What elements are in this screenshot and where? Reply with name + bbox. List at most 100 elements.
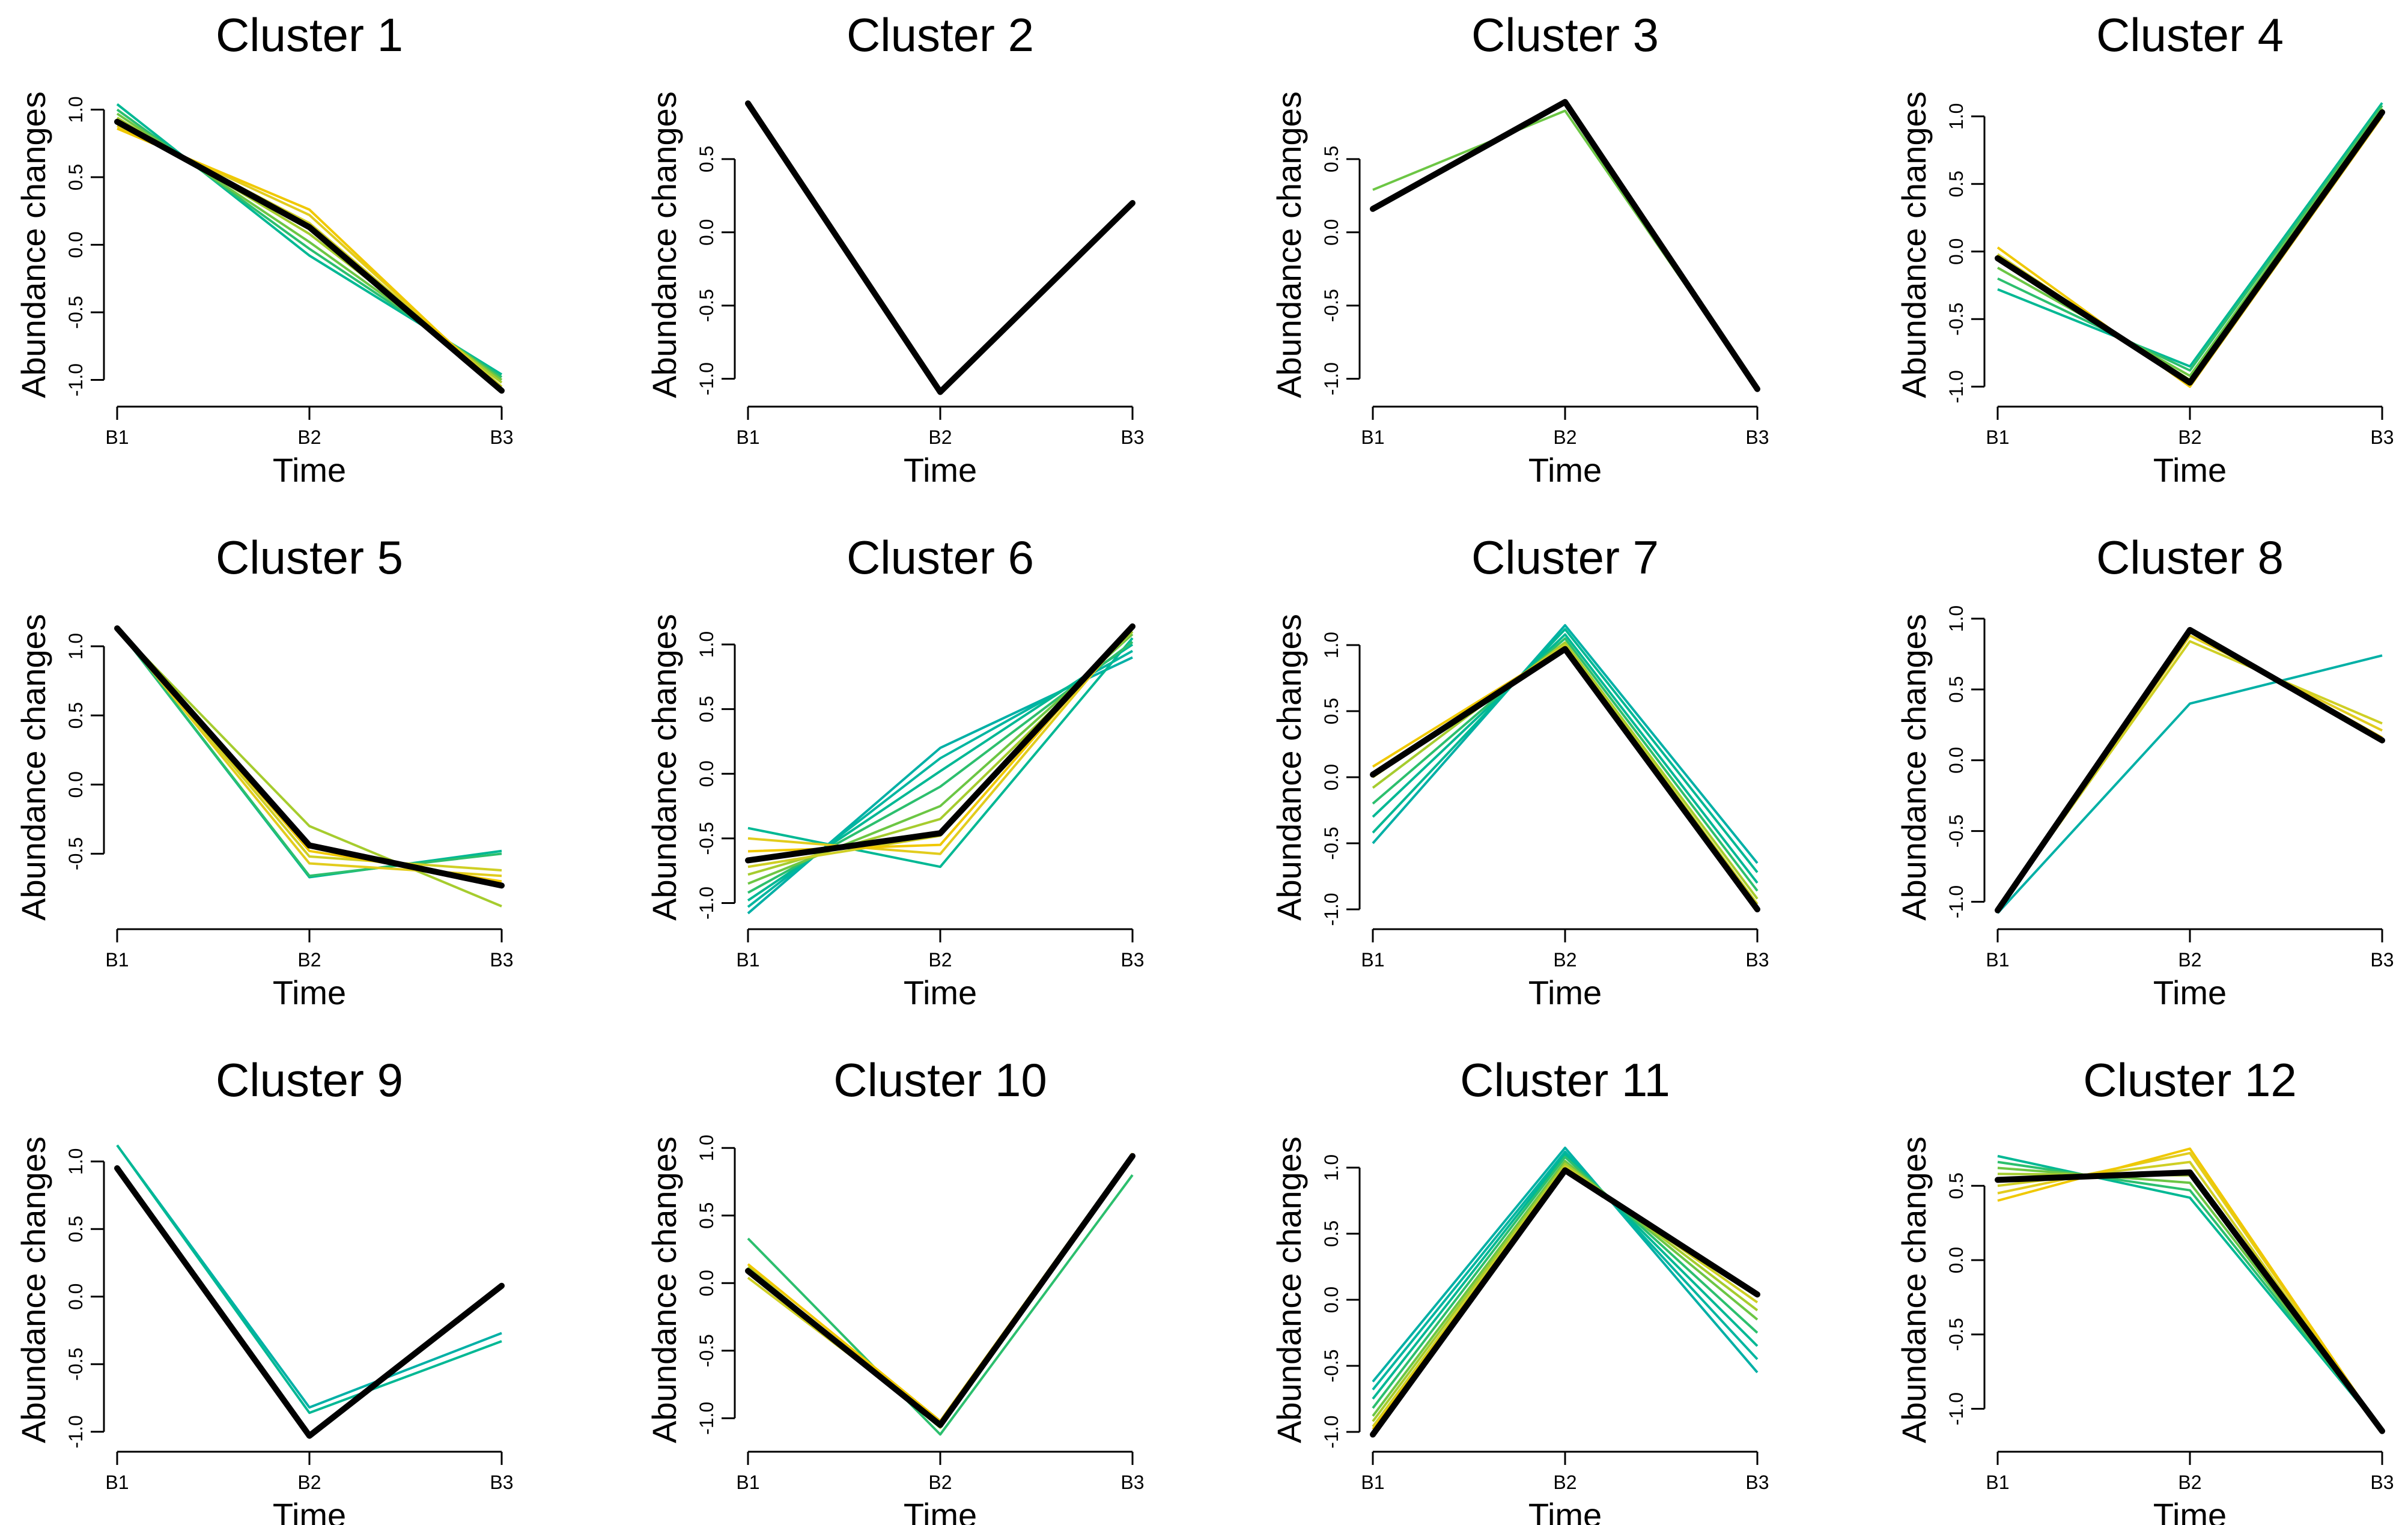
- panel-title: Cluster 12: [2083, 1054, 2297, 1106]
- x-tick-label: B2: [1553, 949, 1576, 971]
- y-tick-label: 0.5: [65, 164, 87, 190]
- y-tick-label: 0.5: [1321, 146, 1342, 172]
- y-axis-label: Abundance changes: [1895, 91, 1933, 398]
- x-tick-label: B2: [2178, 1472, 2201, 1493]
- x-tick-label: B2: [1553, 426, 1576, 448]
- x-tick-label: B3: [1120, 949, 1144, 971]
- x-tick-label: B1: [1361, 426, 1384, 448]
- y-tick-label: -1.0: [1945, 1392, 1967, 1425]
- member-series-line: [1372, 1165, 1759, 1428]
- member-series-line: [1372, 637, 1759, 892]
- panel-title: Cluster 4: [2096, 8, 2284, 61]
- cluster-panel-9: Cluster 9 -1.0 -0.5 0.0 0.5 1.0 Abundance chan…: [14, 1054, 514, 1525]
- member-series-line: [747, 637, 1134, 869]
- y-tick-label: -1.0: [1945, 885, 1967, 918]
- y-tick-label: -0.5: [65, 837, 87, 870]
- y-axis-label: Abundance changes: [14, 91, 52, 398]
- y-tick-label: -1.0: [65, 363, 87, 396]
- member-series-line: [116, 1144, 502, 1409]
- y-tick-label: 1.0: [1321, 1154, 1342, 1181]
- y-axis-label: Abundance changes: [1895, 614, 1933, 921]
- member-series-line: [747, 103, 1134, 393]
- y-tick-label: 0.0: [65, 1284, 87, 1310]
- member-series-line: [116, 627, 502, 878]
- member-series-line: [1372, 1160, 1759, 1417]
- x-tick-label: B2: [1553, 1472, 1576, 1493]
- y-tick-label: 0.0: [1321, 219, 1342, 246]
- x-axis-label: Time: [273, 1496, 346, 1525]
- y-axis-label: Abundance changes: [1895, 1136, 1933, 1443]
- panel-title: Cluster 7: [1471, 531, 1659, 584]
- x-tick-label: B2: [297, 426, 321, 448]
- y-axis-label: Abundance changes: [1270, 614, 1308, 921]
- y-tick-label: -1.0: [65, 1415, 87, 1448]
- member-series-line: [1997, 1154, 2383, 1432]
- member-series-line: [1996, 113, 2383, 386]
- y-tick-label: -1.0: [1945, 370, 1967, 403]
- member-series-line: [1996, 110, 2383, 381]
- panel-title: Cluster 11: [1460, 1054, 1670, 1106]
- centroid-line: [1995, 1169, 2385, 1434]
- x-tick-label: B3: [1745, 426, 1769, 448]
- x-axis-label: Time: [1528, 974, 1602, 1011]
- centroid-line: [1995, 626, 2385, 914]
- x-tick-label: B2: [2178, 949, 2201, 971]
- member-series-line: [1996, 115, 2383, 388]
- panel-title: Cluster 5: [216, 531, 403, 584]
- member-series-line: [116, 1144, 502, 1414]
- x-tick-label: B2: [297, 1472, 321, 1493]
- member-series-line: [1372, 624, 1759, 864]
- member-series-line: [1372, 1153, 1759, 1400]
- y-tick-label: 0.5: [696, 696, 717, 722]
- cluster-panel-10: Cluster 10 -1.0 -0.5 0.0 0.5 1.0 Abundance cha…: [645, 1054, 1145, 1525]
- y-tick-label: -0.5: [1945, 303, 1967, 336]
- x-tick-label: B3: [1745, 949, 1769, 971]
- y-axis-label: Abundance changes: [645, 91, 683, 398]
- x-tick-label: B1: [1361, 1472, 1384, 1493]
- centroid-line: [114, 625, 505, 889]
- y-axis-label: Abundance changes: [1270, 1136, 1308, 1443]
- y-tick-label: 0.5: [696, 146, 717, 172]
- panel-title: Cluster 6: [847, 531, 1034, 584]
- y-tick-label: 0.0: [65, 771, 87, 798]
- x-axis-label: Time: [273, 451, 346, 489]
- y-tick-label: -1.0: [1321, 893, 1342, 926]
- member-series-line: [116, 627, 502, 872]
- y-tick-label: -1.0: [696, 362, 717, 395]
- cluster-panel-2: Cluster 2 -1.0 -0.5 0.0 0.5 Abundance changes…: [645, 8, 1145, 489]
- x-tick-label: B1: [1986, 426, 2009, 448]
- centroid-line: [114, 1165, 505, 1439]
- y-tick-label: 0.5: [1321, 698, 1342, 724]
- x-axis-label: Time: [904, 451, 977, 489]
- y-tick-label: 1.0: [1945, 605, 1967, 632]
- member-series-line: [1372, 1150, 1759, 1390]
- member-series-line: [1997, 102, 2383, 368]
- cluster-panel-3: Cluster 3 -1.0 -0.5 0.0 0.5 Abundance changes…: [1270, 8, 1769, 489]
- x-tick-label: B1: [105, 949, 129, 971]
- y-tick-label: 0.0: [696, 760, 717, 787]
- y-axis-label: Abundance changes: [14, 1136, 52, 1443]
- member-series-line: [1996, 654, 2383, 914]
- y-tick-label: 0.5: [65, 1216, 87, 1242]
- y-tick-label: 1.0: [1945, 103, 1967, 130]
- member-series-line: [1997, 1172, 2383, 1432]
- y-tick-label: 0.0: [1945, 238, 1967, 265]
- member-series-line: [1996, 640, 2383, 911]
- member-series-line: [1372, 1147, 1759, 1383]
- member-series-line: [116, 627, 502, 908]
- x-tick-label: B3: [1120, 1472, 1144, 1493]
- x-tick-label: B1: [736, 426, 759, 448]
- member-series-line: [117, 127, 503, 393]
- y-tick-label: 0.0: [1945, 747, 1967, 773]
- cluster-panel-1: Cluster 1 -1.0 -0.5 0.0 0.5 1.0 Abundance chan…: [14, 8, 514, 489]
- panel-title: Cluster 1: [216, 8, 403, 61]
- member-series-line: [1372, 641, 1759, 900]
- x-axis-label: Time: [2153, 1496, 2227, 1525]
- x-tick-label: B3: [1745, 1472, 1769, 1493]
- x-axis-label: Time: [273, 974, 346, 1011]
- x-tick-label: B3: [490, 1472, 513, 1493]
- x-tick-label: B1: [736, 949, 759, 971]
- y-tick-label: -1.0: [1321, 1415, 1342, 1448]
- member-series-line: [1372, 1162, 1759, 1422]
